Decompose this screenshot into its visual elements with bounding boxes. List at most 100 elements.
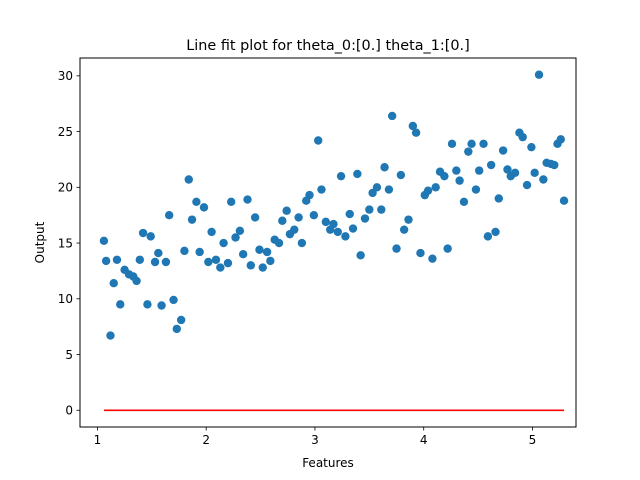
scatter-point: [408, 121, 418, 131]
y-axis-label: Output: [33, 221, 47, 263]
scatter-point: [154, 248, 163, 258]
scatter-point: [452, 166, 461, 175]
scatter-point: [428, 254, 437, 263]
scatter-point: [138, 228, 148, 238]
scatter-point: [192, 197, 201, 207]
data-marks: [99, 70, 569, 412]
scatter-point: [459, 197, 469, 207]
scatter-point: [447, 139, 457, 149]
scatter-point: [387, 111, 397, 121]
scatter-point: [246, 261, 255, 270]
scatter-point: [384, 185, 394, 194]
scatter-point: [99, 236, 109, 246]
scatter-point: [404, 215, 413, 224]
scatter-point: [199, 203, 209, 212]
scatter-point: [317, 185, 326, 194]
y-tick-label: 25: [58, 125, 73, 139]
scatter-point: [494, 194, 503, 203]
scatter-point: [471, 185, 481, 194]
scatter-point: [486, 160, 496, 170]
scatter-point: [556, 135, 565, 144]
scatter-point: [146, 232, 155, 241]
scatter-point: [440, 171, 449, 181]
scatter-point: [380, 163, 389, 172]
x-tick-label: 5: [529, 433, 537, 447]
scatter-point: [106, 331, 115, 340]
scatter-point: [290, 225, 299, 234]
scatter-point: [207, 227, 216, 237]
y-tick-label: 0: [65, 404, 73, 418]
scatter-point: [527, 142, 536, 152]
scatter-point: [491, 227, 500, 237]
scatter-point: [238, 250, 248, 259]
chart-title: Line fit plot for theta_0:[0.] theta_1:[…: [186, 38, 469, 54]
scatter-point: [235, 226, 245, 235]
scatter-point: [150, 257, 160, 267]
scatter-point: [483, 232, 493, 241]
y-tick-label: 10: [58, 292, 73, 306]
scatter-point: [399, 225, 409, 234]
scatter-point: [294, 213, 303, 222]
scatter-point: [503, 165, 512, 174]
scatter-point: [455, 176, 464, 185]
scatter-point: [333, 227, 342, 237]
scatter-point: [101, 256, 111, 266]
scatter-point: [479, 139, 488, 149]
scatter-point: [550, 160, 559, 170]
scatter-point: [282, 206, 291, 215]
y-tick-label: 15: [58, 236, 73, 250]
scatter-point: [223, 258, 233, 268]
scatter-point: [184, 175, 193, 184]
x-tick-label: 4: [420, 433, 428, 447]
y-tick-label: 20: [58, 181, 73, 195]
scatter-point: [416, 248, 425, 258]
scatter-point: [396, 170, 406, 180]
scatter-point: [372, 183, 382, 192]
scatter-point: [423, 186, 433, 195]
x-axis-label: Features: [302, 456, 354, 470]
scatter-point: [411, 128, 421, 137]
y-tick-label: 30: [58, 69, 73, 83]
scatter-point: [474, 166, 484, 175]
scatter-point: [172, 324, 182, 334]
scatter-point: [443, 244, 452, 253]
scatter-point: [250, 213, 260, 222]
scatter-point: [176, 315, 186, 325]
scatter-point: [539, 175, 548, 184]
scatter-point: [467, 139, 476, 149]
scatter-point: [255, 245, 264, 254]
scatter-point: [226, 197, 236, 207]
scatter-point: [116, 300, 125, 309]
scatter-point: [231, 233, 240, 242]
x-tick-label: 3: [311, 433, 319, 447]
scatter-point: [161, 257, 171, 267]
plot-area: [80, 58, 576, 427]
scatter-point: [360, 214, 370, 223]
scatter-point: [132, 276, 141, 286]
scatter-point: [262, 247, 272, 257]
scatter-point: [204, 257, 213, 267]
scatter-point: [341, 232, 350, 241]
scatter-point: [534, 70, 544, 79]
x-tick-label: 2: [202, 433, 210, 447]
x-tick-label: 1: [94, 433, 102, 447]
scatter-point: [309, 210, 319, 220]
y-tick-label: 5: [65, 348, 73, 362]
scatter-point: [112, 255, 122, 264]
scatter-point: [143, 300, 152, 309]
scatter-point: [518, 132, 527, 142]
scatter-point: [195, 247, 204, 257]
scatter-point: [258, 263, 267, 272]
scatter-point: [365, 205, 374, 214]
scatter-point: [243, 195, 252, 204]
scatter-point: [109, 278, 118, 288]
scatter-point: [187, 215, 197, 224]
scatter-point: [336, 171, 346, 181]
scatter-point: [169, 295, 178, 305]
scatter-point: [305, 190, 314, 200]
scatter-point: [164, 210, 174, 220]
scatter-point: [266, 256, 275, 266]
plot-frame: [79, 57, 577, 428]
axis-ticks: 1 2 3 4 5 0 5 10 15 20 25 30: [58, 69, 537, 447]
